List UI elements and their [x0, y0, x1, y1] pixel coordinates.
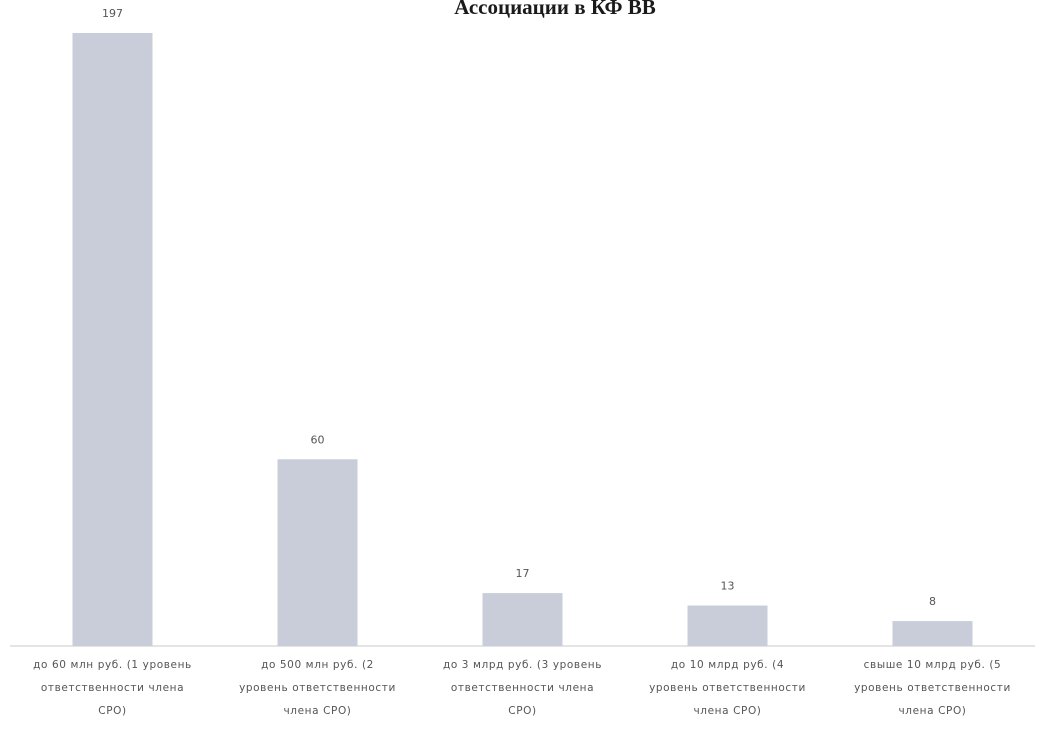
value-label-3: 17	[516, 567, 530, 580]
chart-title: Ассоциации в КФ ВВ	[0, 0, 1040, 22]
value-label-4: 13	[721, 580, 735, 593]
tick-label-4: до 10 млрд руб. (4 уровень ответственност…	[649, 659, 806, 717]
bar-1	[72, 33, 153, 646]
value-labels-group: 197 60 17 13 8	[102, 7, 936, 608]
tick-label-5: свыше 10 млрд руб. (5 уровень ответственн…	[854, 659, 1011, 717]
bar-2	[277, 459, 358, 646]
bar-3	[482, 593, 563, 646]
tick-label-1: до 60 млн руб. (1 уровень ответственности…	[33, 659, 192, 717]
chart-title-text: Ассоциации в КФ ВВ	[454, 0, 656, 19]
tick-labels-group: до 60 млн руб. (1 уровень ответственности…	[33, 659, 1011, 717]
bar-5	[892, 621, 973, 646]
bar-4	[687, 605, 768, 646]
value-label-5: 8	[929, 595, 936, 608]
value-label-2: 60	[311, 433, 325, 446]
bars-group	[72, 33, 973, 646]
tick-label-2: до 500 млн руб. (2 уровень ответственност…	[239, 659, 396, 717]
value-label-1: 197	[102, 7, 123, 20]
tick-label-3: до 3 млрд руб. (3 уровень ответственности…	[443, 659, 602, 717]
